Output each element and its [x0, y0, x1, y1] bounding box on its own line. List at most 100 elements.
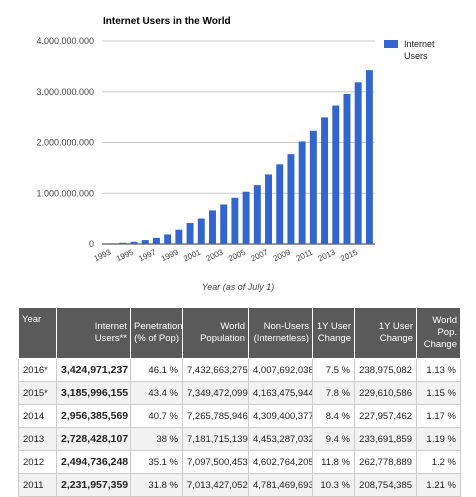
bar	[343, 93, 351, 244]
table-cell: 229,610,586	[354, 381, 417, 405]
table-row: 2014 2,956,385,569 40.7 % 7,265,785,946 4,30…	[18, 404, 461, 428]
table-cell: 3,424,971,237	[56, 358, 131, 382]
bar	[298, 141, 306, 244]
table-cell: 4,309,400,377	[248, 404, 313, 428]
chart-title: Internet Users in the World	[103, 16, 231, 27]
table-cell: 4,007,692,038	[248, 358, 313, 382]
x-tick-label: 1997	[137, 247, 157, 263]
table-cell: 227,957,462	[354, 404, 417, 428]
grid-lines	[102, 40, 375, 245]
table-cell: 2014	[18, 404, 57, 428]
table-cell: 1.2 %	[416, 450, 461, 474]
y-tick-label: 1.000.000.000	[36, 188, 94, 198]
x-tick-label: 2003	[205, 247, 225, 263]
bar	[152, 237, 160, 244]
table-cell: 1.13 %	[416, 358, 461, 382]
bar	[309, 130, 317, 244]
bar	[164, 234, 172, 244]
table-header-cell: Non-Users (Internetless)	[248, 307, 313, 359]
bar	[332, 105, 340, 244]
x-tick-label: 2011	[295, 247, 315, 263]
table-header-cell: Internet Users**	[56, 307, 131, 359]
table-cell: 38 %	[130, 427, 183, 451]
x-tick-label: 2001	[182, 247, 202, 263]
bars	[108, 70, 373, 244]
bar	[141, 240, 149, 244]
x-tick-label: 1993	[93, 247, 113, 263]
x-axis-title: Year (as of July 1)	[202, 282, 275, 292]
internet-users-table: Year Internet Users** Penetration (% of Po…	[18, 307, 461, 497]
bar	[253, 185, 261, 244]
table-cell: 262,778,889	[354, 450, 417, 474]
table-header-cell: 1Y User Change	[354, 307, 417, 359]
table-cell: 1.21 %	[416, 473, 461, 497]
table-header-row: Year Internet Users** Penetration (% of Po…	[18, 307, 461, 359]
table-row: 2011 2,231,957,359 31.8 % 7,013,427,052 4,78…	[18, 473, 461, 497]
y-tick-label: 2.000.000.000	[36, 138, 94, 148]
bar	[119, 242, 127, 244]
table-header-cell: World Population	[182, 307, 249, 359]
table-row: 2012 2,494,736,248 35.1 % 7,097,500,453 4,60…	[18, 450, 461, 474]
bar	[231, 197, 239, 244]
table-cell: 4,163,475,944	[248, 381, 313, 405]
bar	[287, 154, 295, 244]
y-axis-ticks: 0 1.000.000.000 2.000.000.000 3.000.000.000…	[36, 36, 94, 249]
table-cell: 7,097,500,453	[182, 450, 249, 474]
table-cell: 2013	[18, 427, 57, 451]
bar	[108, 243, 116, 244]
table-cell: 2,956,385,569	[56, 404, 131, 428]
bar	[321, 117, 329, 244]
table-cell: 2011	[18, 473, 57, 497]
x-tick-label: 2007	[249, 247, 269, 263]
table-row: 2015* 3,185,996,155 43.4 % 7,349,472,099 4,1…	[18, 381, 461, 405]
table-cell: 10.3 %	[312, 473, 355, 497]
table-row: 2016* 3,424,971,237 46.1 % 7,432,663,275 4,0…	[18, 358, 461, 382]
legend-label-line1: Internet	[404, 39, 435, 49]
table-header-cell: World Pop. Change	[416, 307, 461, 359]
table-cell: 9.4 %	[312, 427, 355, 451]
table-cell: 238,975,082	[354, 358, 417, 382]
table-cell: 7,265,785,946	[182, 404, 249, 428]
table-cell: 233,691,859	[354, 427, 417, 451]
bar	[220, 204, 228, 244]
legend-label-line2: Users	[404, 51, 428, 61]
x-axis-ticks: 1993 1995 1997 1999 2001 2003 2005 2007 2009 2011…	[93, 247, 360, 263]
table-cell: 7,181,715,139	[182, 427, 249, 451]
bar	[365, 70, 373, 244]
table-cell: 7,349,472,099	[182, 381, 249, 405]
table-cell: 208,754,385	[354, 473, 417, 497]
table-cell: 46.1 %	[130, 358, 183, 382]
bar	[276, 164, 284, 244]
y-tick-label: 0	[89, 239, 94, 249]
table-cell: 4,453,287,032	[248, 427, 313, 451]
table-cell: 7,432,663,275	[182, 358, 249, 382]
bar	[265, 174, 272, 244]
table-cell: 2,231,957,359	[56, 473, 131, 497]
table-body: 2016* 3,424,971,237 46.1 % 7,432,663,275 4,0…	[18, 358, 461, 497]
legend: Internet Users	[384, 39, 435, 61]
table-cell: 2,494,736,248	[56, 450, 131, 474]
table-cell: 8.4 %	[312, 404, 355, 428]
table-cell: 40.7 %	[130, 404, 183, 428]
table-cell: 2,728,428,107	[56, 427, 131, 451]
table-cell: 11.8 %	[312, 450, 355, 474]
bar	[197, 218, 205, 244]
bar	[209, 210, 216, 244]
table-header-cell: 1Y User Change	[312, 307, 355, 359]
stats-table-container: Year Internet Users** Penetration (% of Po…	[18, 307, 461, 497]
table-cell: 4,781,469,693	[248, 473, 313, 497]
table-cell: 1.17 %	[416, 404, 461, 428]
table-cell: 2015*	[18, 381, 57, 405]
x-tick-label: 2009	[272, 247, 292, 263]
x-tick-label: 2005	[227, 247, 247, 263]
table-header-cell: Penetration (% of Pop)	[130, 307, 183, 359]
table-cell: 3,185,996,155	[56, 381, 131, 405]
x-tick-label: 2013	[317, 247, 337, 263]
table-cell: 43.4 %	[130, 381, 183, 405]
table-cell: 7.5 %	[312, 358, 355, 382]
table-cell: 7,013,427,052	[182, 473, 249, 497]
y-tick-label: 3.000.000.000	[36, 87, 94, 97]
bar	[354, 82, 362, 244]
table-cell: 1.19 %	[416, 427, 461, 451]
bar	[130, 241, 138, 244]
